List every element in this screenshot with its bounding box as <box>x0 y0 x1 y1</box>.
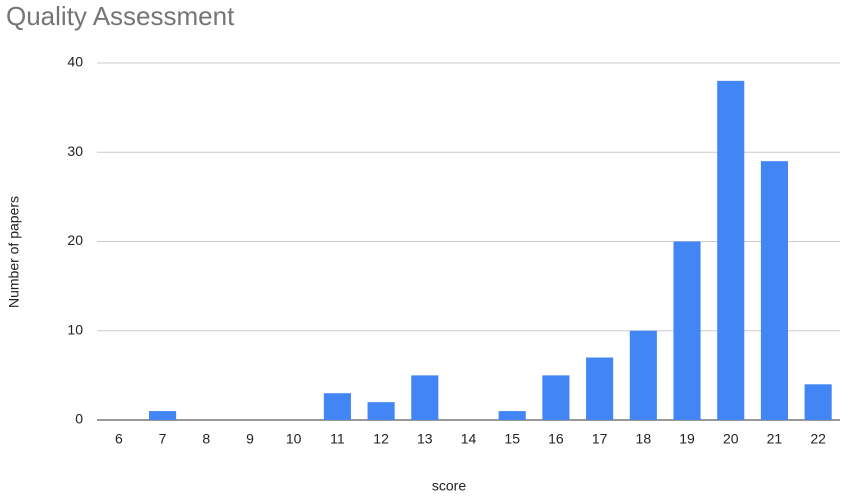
x-tick-label: 12 <box>373 431 389 447</box>
bar <box>673 241 701 420</box>
y-tick-label: 0 <box>75 411 83 427</box>
x-tick-label: 19 <box>679 431 695 447</box>
x-tick-label: 14 <box>461 431 477 447</box>
bar <box>498 411 526 420</box>
bar <box>629 330 657 420</box>
bar <box>804 384 832 420</box>
x-tick-label: 9 <box>246 431 254 447</box>
bar <box>717 80 745 420</box>
bar <box>760 161 788 421</box>
x-tick-label: 15 <box>504 431 520 447</box>
x-tick-label: 16 <box>548 431 564 447</box>
x-tick-label: 17 <box>592 431 608 447</box>
y-tick-label: 10 <box>67 321 83 337</box>
chart-title: Quality Assessment <box>6 1 235 31</box>
x-tick-label: 6 <box>115 431 123 447</box>
x-tick-label: 8 <box>202 431 210 447</box>
bar <box>586 357 614 420</box>
x-tick-label: 11 <box>330 431 345 447</box>
x-tick-label: 10 <box>286 431 302 447</box>
bar <box>149 411 177 420</box>
y-axis-label: Number of papers <box>6 196 22 308</box>
bar <box>367 402 395 420</box>
y-tick-label: 40 <box>67 54 83 70</box>
bar <box>323 393 351 420</box>
y-tick-label: 30 <box>67 143 83 159</box>
x-tick-label: 20 <box>723 431 739 447</box>
y-tick-label: 20 <box>67 232 83 248</box>
x-tick-label: 13 <box>417 431 433 447</box>
x-axis-label: score <box>432 478 466 494</box>
x-tick-label: 18 <box>636 431 652 447</box>
x-tick-label: 7 <box>159 431 167 447</box>
x-tick-label: 22 <box>810 431 826 447</box>
bar <box>411 375 439 420</box>
x-tick-label: 21 <box>767 431 783 447</box>
bar <box>542 375 570 420</box>
